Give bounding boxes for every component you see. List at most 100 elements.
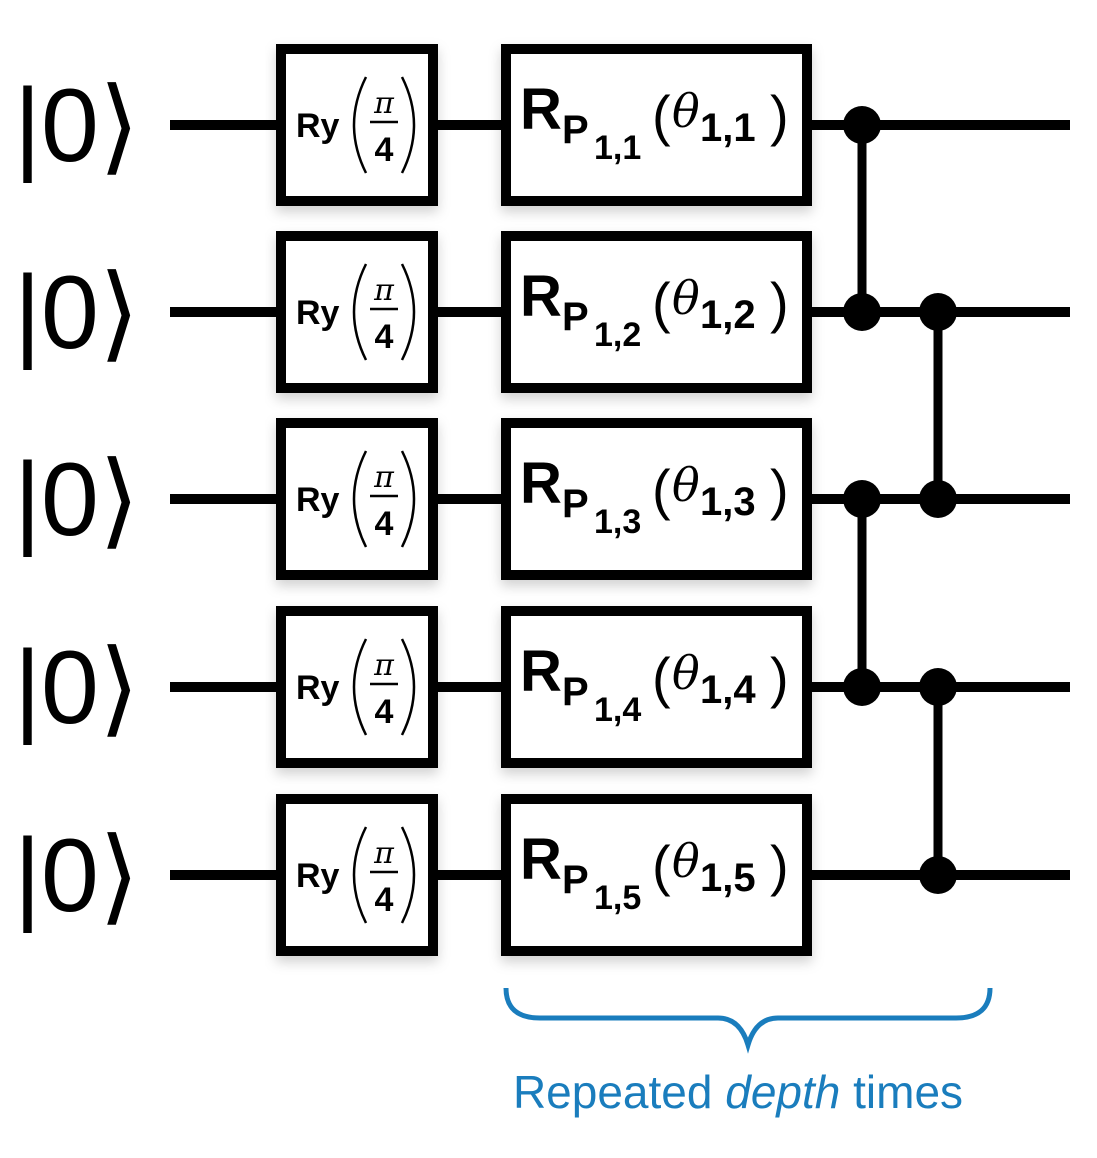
ry-denominator: 4 [375, 505, 394, 543]
repeat-label-before: Repeated [513, 1066, 725, 1118]
ry-gate-name: Ry [296, 294, 340, 332]
rp-gate: R P 1,4(θ 1,4) [501, 606, 812, 768]
rp-gate-param: θ [672, 84, 700, 138]
rp-gate-name: R [520, 827, 562, 892]
rp-gate: R P 1,3(θ 1,3) [501, 418, 812, 580]
repeat-label-after: times [840, 1066, 963, 1118]
right-paren [400, 450, 416, 548]
rp-gate-param: θ [672, 271, 700, 325]
open-paren: ( [652, 458, 671, 521]
ry-gate-name: Ry [296, 107, 340, 145]
repeat-brace: Repeated depth times [503, 987, 993, 1118]
rp-gate-subidx: 1,2 [594, 316, 641, 354]
rp-gate-sub: P [562, 482, 589, 526]
qubit-state-label: |0⟩ [14, 630, 139, 746]
right-paren [400, 76, 416, 174]
ry-gate: Ryπ 4 [276, 44, 438, 206]
left-paren [352, 638, 368, 736]
close-paren: ) [770, 84, 789, 147]
repeat-label: Repeated depth times [513, 1066, 963, 1118]
open-paren: ( [652, 646, 671, 709]
rp-gate-paramidx: 1,4 [700, 668, 756, 712]
control-dot [843, 668, 881, 706]
ry-denominator: 4 [375, 131, 394, 169]
rp-gate-subidx: 1,1 [594, 129, 641, 167]
cz-gate [919, 293, 957, 518]
ry-numerator: π [373, 648, 395, 683]
ry-gate-box [276, 44, 438, 206]
control-dot [919, 293, 957, 331]
left-paren [352, 263, 368, 361]
rp-gate-param: θ [672, 646, 700, 700]
control-dot [843, 106, 881, 144]
rp-gate-box [501, 606, 812, 768]
rp-gate-param: θ [672, 458, 700, 512]
ry-numerator: π [373, 836, 395, 871]
ry-denominator: 4 [375, 318, 394, 356]
right-paren [400, 638, 416, 736]
control-dot [919, 480, 957, 518]
rp-gate-sub: P [562, 858, 589, 902]
cz-gate [843, 480, 881, 706]
control-dot [843, 293, 881, 331]
rp-gate: R P 1,2(θ 1,2) [501, 231, 812, 393]
qubit-state-label: |0⟩ [14, 255, 139, 371]
qubit-state-label: |0⟩ [14, 818, 139, 934]
ry-gate: Ryπ 4 [276, 794, 438, 956]
ry-gate: Ryπ 4 [276, 606, 438, 768]
repeat-label-emph: depth [725, 1066, 840, 1118]
ry-gate: Ryπ 4 [276, 231, 438, 393]
rp-gate-subidx: 1,5 [594, 879, 641, 917]
rp-gate-paramidx: 1,2 [700, 293, 756, 337]
left-paren [352, 76, 368, 174]
open-paren: ( [652, 84, 671, 147]
qubit-state-label: |0⟩ [14, 68, 139, 184]
entanglers [843, 106, 957, 894]
control-dot [919, 856, 957, 894]
close-paren: ) [770, 458, 789, 521]
cz-gate [919, 668, 957, 894]
qubit-state-label: |0⟩ [14, 442, 139, 558]
ry-gate: Ryπ 4 [276, 418, 438, 580]
rp-gate-param: θ [672, 834, 700, 888]
rp-gate-box [501, 44, 812, 206]
control-dot [919, 668, 957, 706]
cz-gate [843, 106, 881, 331]
ry-gate-box [276, 794, 438, 956]
control-dot [843, 480, 881, 518]
close-paren: ) [770, 834, 789, 897]
rp-gate-sub: P [562, 108, 589, 152]
ry-gate-name: Ry [296, 857, 340, 895]
rp-gate-sub: P [562, 295, 589, 339]
rp-gate-subidx: 1,4 [594, 691, 641, 729]
ry-gate-box [276, 418, 438, 580]
ry-gate-box [276, 231, 438, 393]
ry-gate-name: Ry [296, 669, 340, 707]
open-paren: ( [652, 834, 671, 897]
ry-gate-box [276, 606, 438, 768]
right-paren [400, 826, 416, 924]
rp-gate-sub: P [562, 670, 589, 714]
close-paren: ) [770, 271, 789, 334]
rp-gate-box [501, 418, 812, 580]
ry-gate-name: Ry [296, 481, 340, 519]
ry-numerator: π [373, 273, 395, 308]
rp-gate-name: R [520, 451, 562, 516]
rp-gate-paramidx: 1,5 [700, 856, 756, 900]
rp-gate-box [501, 794, 812, 956]
ry-numerator: π [373, 460, 395, 495]
ry-numerator: π [373, 86, 395, 121]
ry-denominator: 4 [375, 693, 394, 731]
right-paren [400, 263, 416, 361]
rp-gate: R P 1,5(θ 1,5) [501, 794, 812, 956]
left-paren [352, 450, 368, 548]
rp-gate-box [501, 231, 812, 393]
rp-gate-paramidx: 1,1 [700, 106, 756, 150]
close-paren: ) [770, 646, 789, 709]
ry-denominator: 4 [375, 881, 394, 919]
rp-gate: R P 1,1(θ 1,1) [501, 44, 812, 206]
rp-gate-subidx: 1,3 [594, 503, 641, 541]
rp-gate-name: R [520, 77, 562, 142]
